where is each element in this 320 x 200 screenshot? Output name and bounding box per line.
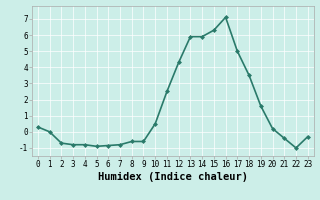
X-axis label: Humidex (Indice chaleur): Humidex (Indice chaleur) [98, 172, 248, 182]
